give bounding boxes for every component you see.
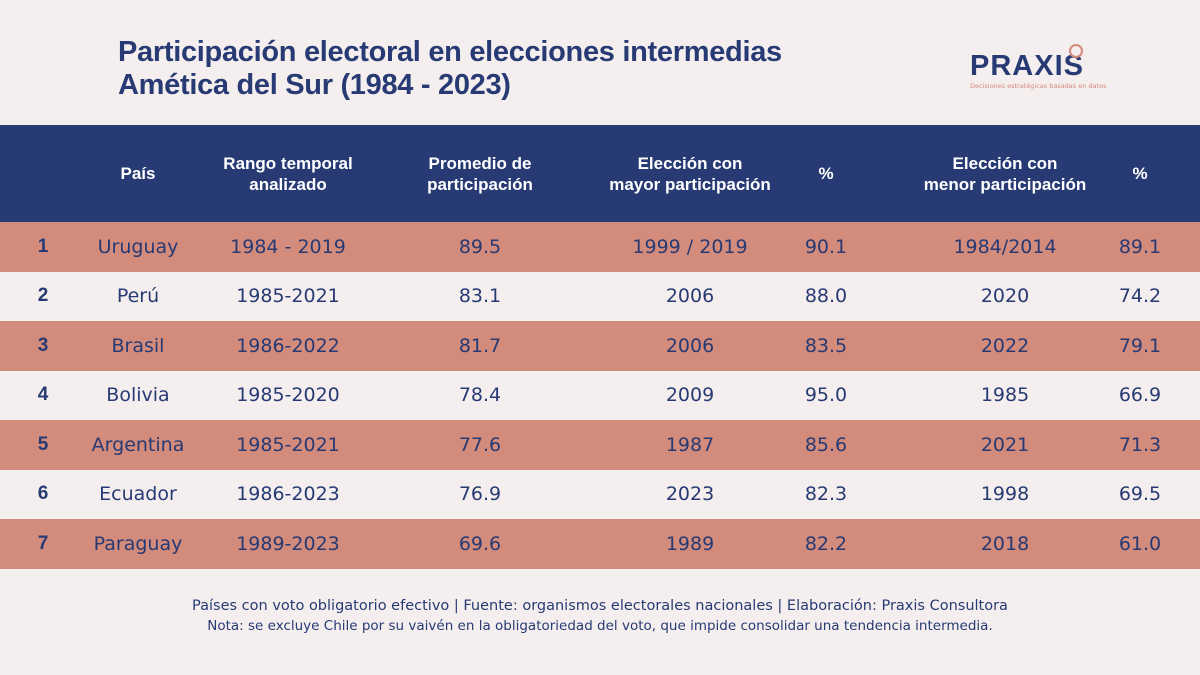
column-header-max-election: Elección con mayor participación — [609, 153, 771, 194]
cell-average: 78.4 — [458, 384, 502, 407]
cell-min-pct: 61.0 — [1118, 532, 1162, 555]
logo-dot-icon — [1069, 44, 1083, 58]
title-line-1: Participación electoral en elecciones in… — [118, 36, 782, 68]
table-row: 2 Perú 1985-2021 83.1 2006 88.0 2020 74.2 — [0, 271, 1200, 321]
table-header: País Rango temporal analizado Promedio de … — [0, 125, 1200, 222]
cell-average: 81.7 — [458, 334, 502, 357]
table-row: 1 Uruguay 1984 - 2019 89.5 1999 / 2019 90.1 19… — [0, 222, 1200, 272]
cell-min-pct: 89.1 — [1118, 235, 1162, 258]
cell-country: Paraguay — [93, 532, 183, 555]
title-line-2: Amética del Sur (1984 - 2023) — [118, 69, 511, 101]
footer: Países con voto obligatorio efectivo | F… — [0, 596, 1200, 636]
cell-min-pct: 69.5 — [1118, 483, 1162, 506]
column-header-min-pct: % — [1132, 164, 1148, 183]
cell-index: 7 — [37, 532, 49, 554]
table-row: 4 Bolivia 1985-2020 78.4 2009 95.0 1985 66.9 — [0, 370, 1200, 420]
column-header-country: País — [120, 164, 156, 183]
cell-min-election: 1998 — [980, 483, 1030, 506]
cell-max-pct: 88.0 — [804, 285, 848, 308]
cell-max-pct: 83.5 — [804, 334, 848, 357]
cell-max-pct: 85.6 — [804, 433, 848, 456]
cell-country: Uruguay — [97, 235, 179, 258]
cell-average: 89.5 — [458, 235, 502, 258]
cell-min-election: 2018 — [980, 532, 1030, 555]
cell-range: 1986-2023 — [236, 483, 340, 506]
praxis-logo: PRAXIS Decisiones estratégicas basadas e… — [970, 44, 1107, 95]
cell-country: Argentina — [91, 433, 185, 456]
page-title: Participación electoral en elecciones in… — [118, 36, 782, 102]
cell-min-election: 2020 — [980, 285, 1030, 308]
cell-max-election: 2009 — [665, 384, 715, 407]
cell-range: 1989-2023 — [236, 532, 340, 555]
cell-max-election: 1989 — [665, 532, 715, 555]
cell-country: Perú — [116, 285, 160, 308]
cell-index: 6 — [37, 483, 49, 505]
cell-min-pct: 74.2 — [1118, 285, 1162, 308]
table-row: 3 Brasil 1986-2022 81.7 2006 83.5 2022 79.1 — [0, 321, 1200, 371]
column-header-average: Promedio de participación — [427, 153, 533, 194]
logo-wordmark: PRAXIS — [970, 44, 1095, 82]
participation-table: País Rango temporal analizado Promedio de … — [0, 125, 1200, 569]
cell-min-pct: 71.3 — [1118, 433, 1162, 456]
cell-min-pct: 79.1 — [1118, 334, 1162, 357]
cell-max-pct: 82.2 — [804, 532, 848, 555]
table-row: 5 Argentina 1985-2021 77.6 1987 85.6 2021 71.3 — [0, 420, 1200, 470]
cell-min-pct: 66.9 — [1118, 384, 1162, 407]
cell-country: Brasil — [111, 334, 165, 357]
cell-max-election: 2006 — [665, 334, 715, 357]
cell-index: 1 — [37, 235, 49, 257]
cell-range: 1985-2021 — [236, 285, 340, 308]
cell-max-pct: 95.0 — [804, 384, 848, 407]
cell-index: 2 — [37, 285, 49, 307]
cell-range: 1985-2020 — [236, 384, 340, 407]
cell-max-pct: 90.1 — [804, 235, 848, 258]
cell-average: 77.6 — [458, 433, 502, 456]
cell-min-election: 1984/2014 — [953, 235, 1057, 258]
cell-range: 1984 - 2019 — [230, 235, 346, 258]
table-row: 6 Ecuador 1986-2023 76.9 2023 82.3 1998 69.5 — [0, 469, 1200, 519]
column-header-range: Rango temporal analizado — [223, 153, 353, 194]
cell-min-election: 1985 — [980, 384, 1030, 407]
cell-min-election: 2021 — [980, 433, 1030, 456]
cell-average: 69.6 — [458, 532, 502, 555]
cell-index: 5 — [37, 433, 49, 455]
cell-max-election: 2023 — [665, 483, 715, 506]
column-header-min-election: Elección con menor participación — [923, 153, 1087, 194]
table-row: 7 Paraguay 1989-2023 69.6 1989 82.2 2018 61.0 — [0, 519, 1200, 569]
cell-average: 76.9 — [458, 483, 502, 506]
cell-range: 1986-2022 — [236, 334, 340, 357]
cell-max-election: 1987 — [665, 433, 715, 456]
footer-note-line: Nota: se excluye Chile por su vaivén en … — [207, 618, 993, 634]
cell-average: 83.1 — [458, 285, 502, 308]
logo-tagline: Decisiones estratégicas basadas en datos — [970, 82, 1107, 90]
cell-range: 1985-2021 — [236, 433, 340, 456]
column-header-max-pct: % — [818, 164, 834, 183]
cell-country: Ecuador — [99, 483, 177, 506]
cell-min-election: 2022 — [980, 334, 1030, 357]
cell-index: 3 — [37, 334, 49, 356]
cell-index: 4 — [37, 384, 49, 406]
cell-max-pct: 82.3 — [804, 483, 848, 506]
logo-word-text: PRAXIS — [970, 50, 1084, 82]
footer-source-line: Países con voto obligatorio efectivo | F… — [192, 598, 1008, 614]
table-body: 1 Uruguay 1984 - 2019 89.5 1999 / 2019 90.1 19… — [0, 222, 1200, 569]
cell-country: Bolivia — [106, 384, 170, 407]
cell-max-election: 2006 — [665, 285, 715, 308]
cell-max-election: 1999 / 2019 — [632, 235, 748, 258]
